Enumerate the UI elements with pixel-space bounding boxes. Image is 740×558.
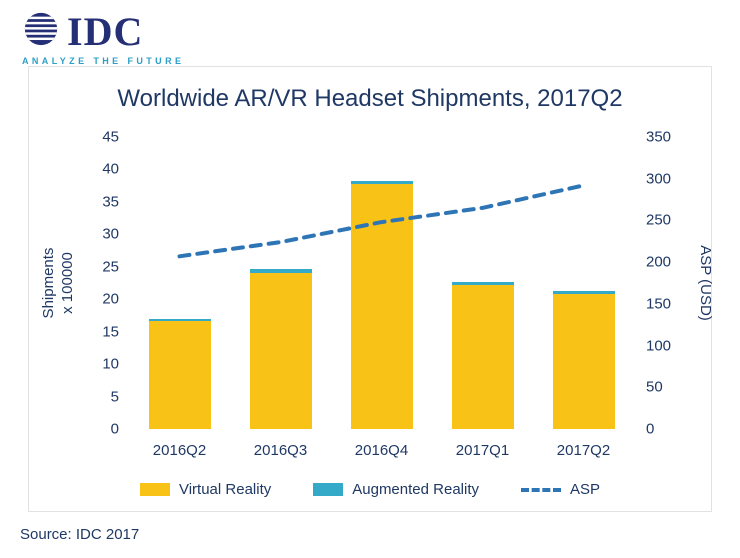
bar-segment-augmented-reality [249, 269, 312, 273]
left-axis-tick: 45 [102, 128, 119, 146]
right-axis-tick: 300 [646, 170, 672, 188]
right-axis-tick: 350 [646, 128, 672, 146]
legend: Virtual Reality Augmented Reality ASP [29, 481, 711, 498]
left-axis-tick: 0 [110, 420, 119, 438]
right-axis-ticks: 0 50 100 150 200 250 300 350 [646, 129, 706, 438]
x-axis-label: 2017Q2 [556, 442, 611, 459]
bar-segment-virtual-reality [451, 284, 514, 429]
left-axis-tick: 40 [102, 160, 119, 178]
bar-segment-virtual-reality [249, 272, 312, 429]
left-axis-tick: 20 [102, 290, 119, 308]
left-axis-tick: 30 [102, 225, 119, 243]
legend-label: Virtual Reality [178, 481, 272, 498]
left-axis-ticks: 0 5 10 15 20 25 30 35 40 45 [49, 129, 119, 438]
left-axis-tick: 15 [102, 323, 119, 341]
bar-segment-virtual-reality [148, 321, 211, 429]
legend-label: ASP [570, 481, 601, 498]
idc-wordmark: IDC [67, 8, 144, 54]
x-axis-label: 2016Q4 [354, 442, 409, 459]
bar-segment-augmented-reality [350, 181, 413, 184]
left-axis-tick: 25 [102, 258, 119, 276]
asp-dashed-line-icon [521, 487, 561, 492]
right-axis-tick: 150 [646, 295, 672, 313]
bar-segment-augmented-reality [552, 291, 615, 295]
right-axis-title: ASP (USD) [697, 245, 714, 321]
legend-item-asp: ASP [521, 481, 600, 498]
chart-card: Worldwide AR/VR Headset Shipments, 2017Q… [28, 66, 714, 512]
idc-tagline: ANALYZE THE FUTURE [22, 56, 185, 66]
right-axis-tick: 0 [646, 420, 655, 438]
legend-label: Augmented Reality [352, 481, 479, 498]
right-axis-tick: 250 [646, 211, 672, 229]
chart-title: Worldwide AR/VR Headset Shipments, 2017Q… [117, 85, 623, 112]
idc-globe-icon [22, 10, 60, 53]
left-axis-tick: 35 [102, 193, 119, 211]
asp-line [177, 183, 586, 259]
legend-item-augmented-reality: Augmented Reality [313, 481, 479, 498]
right-axis-tick: 50 [646, 378, 663, 396]
asp-line-path [177, 183, 586, 259]
x-axis-label: 2016Q2 [152, 442, 207, 459]
right-axis-tick: 100 [646, 337, 672, 355]
idc-logo: IDC ANALYZE THE FUTURE [22, 10, 184, 66]
source-note: Source: IDC 2017 [20, 526, 140, 543]
virtual-reality-swatch-icon [139, 483, 170, 496]
x-axis-label: 2016Q3 [253, 442, 308, 459]
augmented-reality-swatch-icon [313, 483, 344, 496]
bar-segment-virtual-reality [552, 294, 615, 429]
legend-item-virtual-reality: Virtual Reality [139, 481, 272, 498]
x-axis-labels: 2016Q2 2016Q3 2016Q4 2017Q1 2017Q2 [129, 442, 634, 462]
bar-segment-augmented-reality [148, 318, 211, 322]
plot-area [129, 137, 634, 429]
left-axis-tick: 10 [102, 355, 119, 373]
right-axis-tick: 200 [646, 253, 672, 271]
x-axis-label: 2017Q1 [455, 442, 510, 459]
bar-segment-augmented-reality [451, 282, 514, 285]
left-axis-tick: 5 [110, 388, 119, 406]
